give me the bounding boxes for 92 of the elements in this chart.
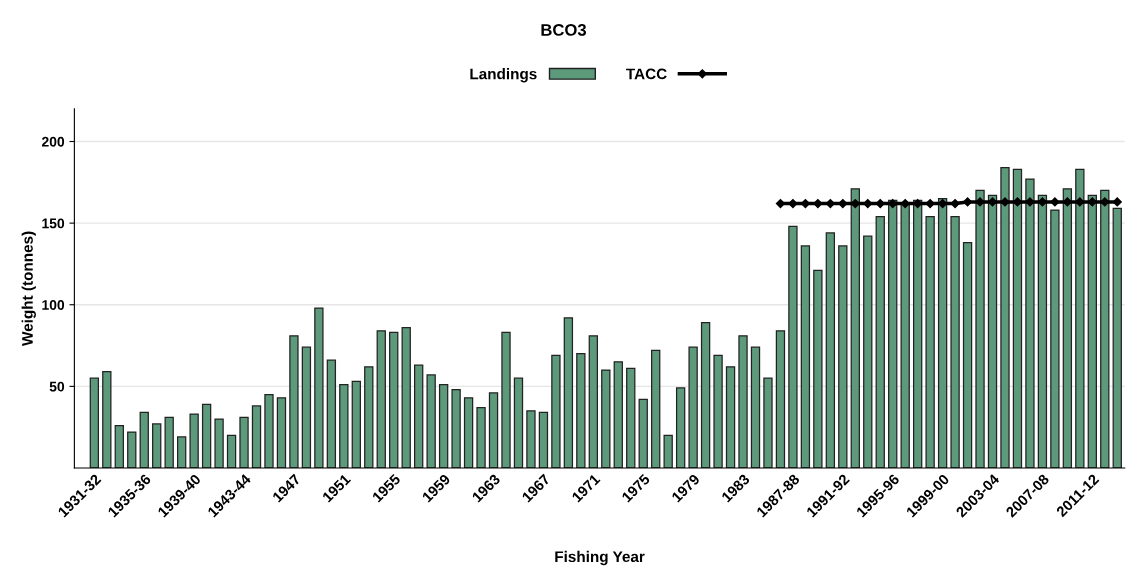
bar: [251, 405, 262, 468]
bar: [526, 410, 536, 468]
bar: [563, 317, 574, 468]
bar: [239, 416, 249, 468]
bar: [700, 322, 711, 468]
bar: [962, 242, 973, 468]
bar: [389, 331, 399, 468]
bar: [276, 397, 287, 468]
bar: [1100, 189, 1110, 468]
bar: [127, 431, 137, 468]
bar: [713, 354, 723, 468]
bar: [488, 392, 499, 468]
bar: [688, 346, 698, 468]
bar: [626, 367, 636, 468]
bar: [1075, 168, 1085, 468]
bar: [1112, 207, 1122, 468]
y-axis-title: Weight (tonnes): [21, 231, 36, 346]
bar: [987, 194, 998, 468]
bar: [825, 232, 836, 468]
bar: [326, 359, 337, 468]
bar: [89, 377, 100, 468]
bar: [925, 215, 935, 468]
bar: [675, 387, 686, 468]
bar: [463, 397, 474, 468]
chart-title: BCO3: [541, 24, 587, 36]
bar: [788, 225, 798, 468]
bar: [1062, 188, 1073, 468]
bar: [663, 434, 673, 468]
bar: [451, 388, 461, 468]
bar: [1087, 194, 1097, 468]
bar: [601, 369, 611, 468]
bar: [301, 346, 312, 468]
bar: [912, 199, 923, 468]
bar: [863, 235, 873, 468]
bar: [102, 371, 112, 468]
bar: [438, 384, 449, 468]
x-axis-title: Fishing Year: [555, 550, 645, 566]
bar: [588, 335, 599, 468]
bar: [838, 245, 848, 468]
bar: [850, 188, 860, 468]
bar: [114, 424, 124, 468]
y-tick-label: 200: [41, 136, 65, 147]
bar: [214, 418, 224, 468]
bar: [725, 366, 736, 468]
bar: [201, 403, 212, 468]
legend-label: Landings: [470, 68, 537, 83]
bar: [1050, 209, 1060, 468]
bar: [364, 366, 374, 468]
bar: [176, 436, 187, 468]
bar: [576, 353, 586, 468]
bar: [651, 349, 661, 468]
legend-label: TACC: [626, 68, 667, 80]
bar: [513, 377, 524, 468]
bar: [152, 423, 162, 468]
y-tick-label: 150: [42, 218, 65, 229]
bar: [950, 215, 960, 468]
bar: [638, 398, 648, 468]
bar: [1037, 194, 1048, 468]
bar: [501, 331, 511, 468]
bar: [226, 434, 237, 468]
y-tick-label: 100: [42, 300, 65, 310]
bar: [339, 384, 349, 468]
bar: [401, 326, 411, 468]
bar: [937, 198, 948, 468]
bar: [1012, 168, 1023, 468]
bar: [314, 307, 324, 468]
bar: [800, 245, 811, 468]
bar: [414, 364, 424, 468]
bar: [351, 380, 361, 468]
bar: [426, 374, 436, 468]
bar: [900, 202, 910, 468]
bar: [289, 335, 299, 468]
bar: [264, 393, 274, 468]
bar: [875, 215, 885, 468]
bar: [1000, 167, 1010, 468]
bar: [775, 330, 786, 468]
bar: [538, 411, 549, 468]
bar: [888, 199, 898, 468]
bar: [613, 361, 623, 468]
bar: [164, 416, 174, 468]
bar: [738, 335, 748, 468]
bar: [551, 354, 561, 468]
y-tick-label: 50: [49, 381, 65, 392]
bar: [813, 269, 823, 468]
bar: [750, 346, 761, 468]
bar: [139, 411, 149, 468]
bar: [476, 406, 486, 468]
bar: [189, 413, 199, 468]
bar: [975, 189, 985, 468]
bar: [763, 377, 773, 468]
bar: [1025, 178, 1035, 468]
bar: [376, 330, 386, 468]
